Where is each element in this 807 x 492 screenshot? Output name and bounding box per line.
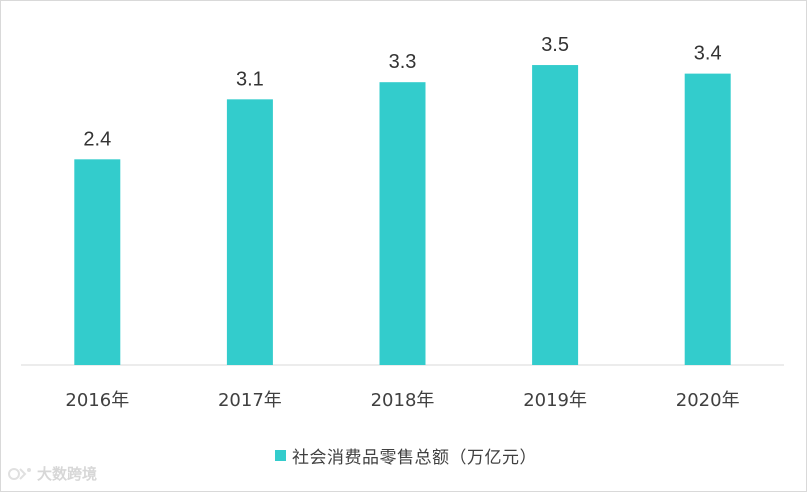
bar-2017年 — [226, 99, 273, 365]
bars-layer — [74, 65, 731, 366]
legend-swatch — [275, 449, 286, 461]
bar-2016年 — [74, 159, 121, 365]
watermark-logo-icon — [8, 467, 31, 480]
x-tick-labels-layer: 2016年 2017年 2018年 2019年 2020年 — [65, 390, 739, 411]
data-label-2018年: 3.3 — [389, 51, 417, 73]
x-tick-label-2019年: 2019年 — [523, 390, 587, 411]
x-tick-label-2017年: 2017年 — [218, 390, 282, 411]
watermark: 大数跨境 — [7, 463, 97, 484]
legend: 社会消费品零售总额（万亿元） — [275, 443, 537, 468]
bar-2018年 — [379, 82, 426, 365]
data-label-2020年: 3.4 — [694, 43, 722, 65]
data-label-2017年: 3.1 — [236, 68, 264, 90]
x-tick-label-2020年: 2020年 — [676, 390, 740, 411]
legend-label: 社会消费品零售总额（万亿元） — [292, 447, 537, 468]
bar-2019年 — [532, 65, 579, 366]
bar-2020年 — [684, 73, 731, 366]
data-labels-layer: 2.4 3.1 3.3 3.5 3.4 — [83, 34, 721, 150]
x-tick-label-2018年: 2018年 — [371, 390, 435, 411]
watermark-text: 大数跨境 — [37, 465, 98, 483]
data-label-2016年: 2.4 — [83, 128, 111, 150]
x-tick-label-2016年: 2016年 — [65, 390, 129, 411]
data-label-2019年: 3.5 — [541, 34, 569, 56]
